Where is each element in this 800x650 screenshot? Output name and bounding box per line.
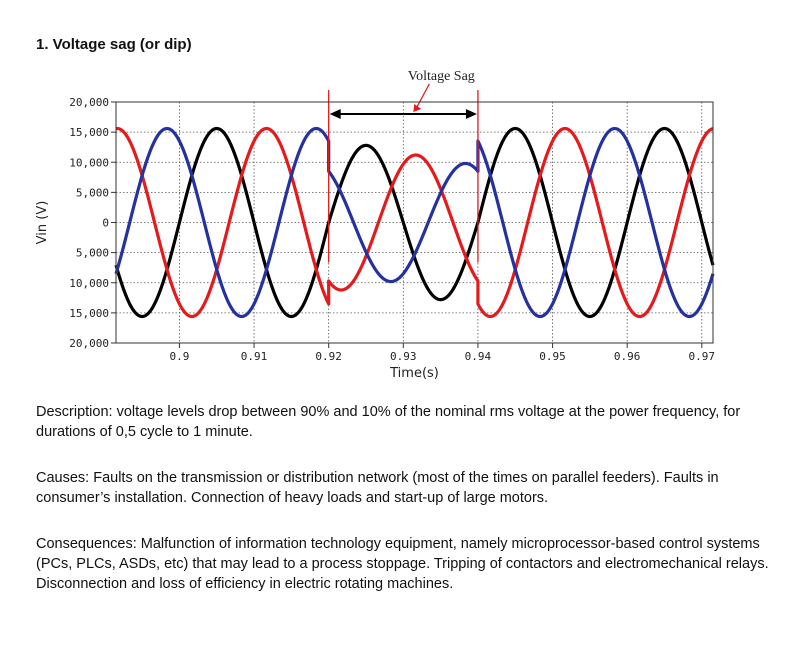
y-tick-label: 5,000	[76, 186, 109, 199]
x-axis-label: Time(s)	[389, 366, 439, 381]
y-tick-label: 20,000	[69, 96, 109, 109]
series-line-2	[115, 126, 714, 319]
annotation-pointer	[414, 83, 430, 111]
y-tick-label: 15,000	[69, 126, 109, 139]
arrow-head-left	[329, 109, 341, 119]
annotation-label: Voltage Sag	[408, 70, 475, 84]
x-tick-label: 0.93	[390, 350, 417, 363]
y-tick-label: 15,000	[69, 307, 109, 320]
voltage-sag-chart: 20,000 15,000 10,000 5,000 0 5,000 10,000 15,00…	[35, 70, 715, 381]
y-tick-label: 10,000	[69, 277, 109, 290]
x-tick-label: 0.95	[539, 350, 566, 363]
arrow-head-right	[465, 109, 477, 119]
y-tick-label: 5,000	[76, 247, 109, 260]
x-tick-label: 0.96	[614, 350, 641, 363]
consequences-text: Consequences: Malfunction of information…	[36, 536, 769, 592]
x-tick-label: 0.92	[315, 350, 342, 363]
series-line-3	[114, 126, 715, 319]
x-tick-label: 0.91	[241, 350, 268, 363]
description-text: Description: voltage levels drop between…	[36, 404, 741, 440]
y-tick-label: 10,000	[69, 156, 109, 169]
section-heading: 1. Voltage sag (or dip)	[36, 36, 192, 53]
x-tick-label: 0.9	[169, 350, 189, 363]
causes-text: Causes: Faults on the transmission or di…	[36, 470, 719, 506]
annotation-pointer-head	[413, 104, 422, 112]
x-tick-label: 0.97	[689, 350, 716, 363]
series-group	[114, 126, 715, 319]
y-axis: 20,000 15,000 10,000 5,000 0 5,000 10,000 15,00…	[69, 96, 116, 350]
x-tick-label: 0.94	[465, 350, 492, 363]
y-tick-label: 0	[102, 217, 109, 230]
y-tick-label: 20,000	[69, 337, 109, 350]
sag-markers	[328, 83, 479, 263]
y-axis-label: Vin (V)	[35, 201, 50, 245]
x-axis: 0.9 0.91 0.92 0.93 0.94 0.95 0.96 0.97	[169, 343, 715, 363]
